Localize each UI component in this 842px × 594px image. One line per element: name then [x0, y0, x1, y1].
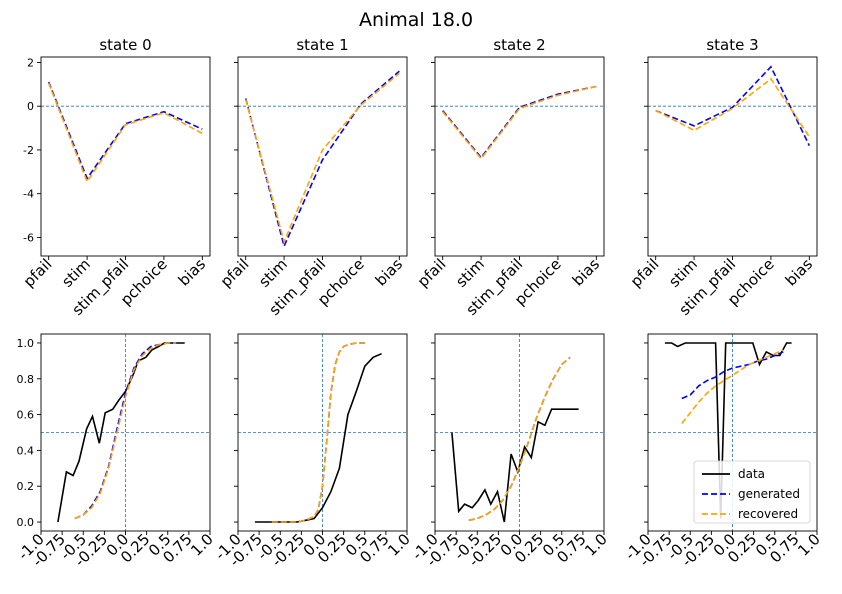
y-tick-label: 0.6 — [17, 409, 35, 422]
panel-5: 0.00.20.40.60.81.0-1.0-0.75-0.5-0.250.00… — [14, 333, 217, 570]
x-tick-label: pfail — [217, 255, 253, 291]
legend-label-recovered: recovered — [738, 507, 798, 521]
panel-7: -1.0-0.75-0.5-0.250.00.250.50.751.0 — [408, 333, 611, 570]
series-recovered-line — [442, 85, 597, 160]
series-recovered-line — [681, 349, 784, 424]
series-generated-line — [681, 351, 784, 400]
series-data-line — [451, 408, 579, 523]
y-tick-label: 0.0 — [17, 516, 35, 529]
series-generated-line — [655, 65, 811, 146]
y-tick-label: 0.2 — [17, 480, 35, 493]
y-tick-label: 2 — [27, 56, 34, 69]
series-recovered-line — [47, 82, 203, 184]
axes-frame — [647, 56, 818, 257]
panel-title: state 2 — [493, 36, 545, 54]
x-tick-label: 1.0 — [384, 530, 414, 560]
series-generated-line — [47, 81, 203, 181]
y-tick-label: -2 — [23, 144, 34, 157]
legend-label-data: data — [738, 467, 765, 481]
legend-label-generated: generated — [738, 487, 800, 501]
axes-frame — [434, 56, 605, 257]
x-tick-label: bias — [175, 255, 210, 290]
y-tick-label: -6 — [23, 231, 34, 244]
x-tick-label: 1.0 — [187, 530, 217, 560]
x-tick-label: 1.0 — [794, 530, 824, 560]
y-tick-label: 0.8 — [17, 373, 35, 386]
legend: data generated recovered — [693, 460, 811, 524]
axes-frame — [237, 56, 408, 257]
x-tick-label: 1.0 — [581, 530, 611, 560]
x-tick-label: pfail — [414, 255, 450, 291]
panel-title: state 1 — [296, 36, 348, 54]
y-tick-label: 0.4 — [17, 444, 35, 457]
x-tick-label: bias — [569, 255, 604, 290]
x-tick-label: pfail — [627, 255, 663, 291]
series-recovered-line — [468, 356, 571, 522]
series-recovered-line — [271, 342, 365, 523]
series-recovered-line — [655, 77, 810, 138]
series-recovered-line — [74, 342, 177, 520]
series-generated-line — [442, 85, 597, 159]
x-tick-label: bias — [782, 255, 817, 290]
x-tick-label: pfail — [20, 255, 56, 291]
y-tick-label: 0 — [27, 100, 34, 113]
panel-title: state 0 — [99, 36, 151, 54]
series-generated-line — [244, 70, 400, 249]
series-recovered-line — [244, 72, 400, 245]
panel-6: -1.0-0.75-0.5-0.250.00.250.50.751.0 — [211, 333, 414, 570]
legend-box — [693, 460, 811, 524]
panel-title: state 3 — [706, 36, 758, 54]
y-tick-label: -4 — [23, 188, 34, 201]
figure-title: Animal 18.0 — [359, 9, 473, 31]
y-tick-label: 1.0 — [17, 337, 35, 350]
x-tick-label: bias — [372, 255, 407, 290]
axes-frame — [40, 56, 211, 257]
series-data-line — [664, 342, 792, 519]
panel-8: -1.0-0.75-0.5-0.250.00.250.50.751.0datag… — [621, 333, 824, 570]
series-data-line — [254, 352, 382, 523]
